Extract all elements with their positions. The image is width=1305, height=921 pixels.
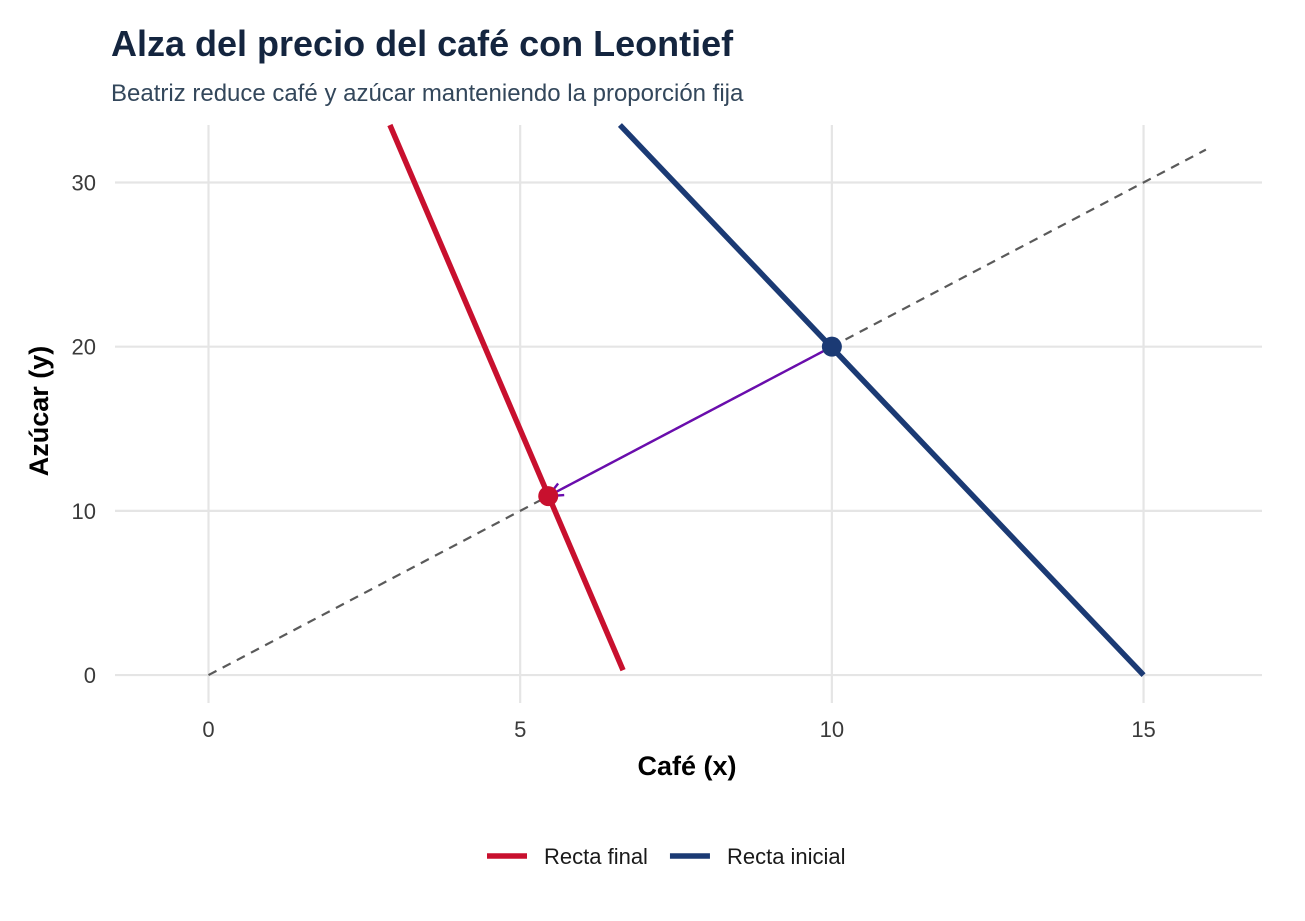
chart-title: Alza del precio del café con Leontief [111,23,734,64]
series-line-0 [387,123,626,672]
arrow-group [545,345,833,498]
x-axis-ticks: 0 5 10 15 [202,717,1155,742]
y-tick-label-0: 0 [84,663,96,688]
series-line-1 [617,123,1146,677]
y-tick-label-3: 30 [72,170,96,195]
y-axis-ticks: 0 10 20 30 [72,170,96,688]
grid [115,125,1262,703]
legend-label-0: Recta final [544,844,648,869]
x-tick-label-1: 5 [514,717,526,742]
x-tick-label-3: 15 [1131,717,1155,742]
legend: Recta final Recta inicial [487,844,846,869]
x-tick-label-0: 0 [202,717,214,742]
chart-subtitle: Beatriz reduce café y azúcar manteniendo… [111,80,744,107]
points-group [538,336,842,507]
shift-arrow-line [547,345,833,498]
legend-label-1: Recta inicial [727,844,846,869]
bundle-point-initial [821,336,842,357]
y-tick-label-2: 20 [72,335,96,360]
x-axis-title: Café (x) [637,751,736,781]
y-tick-label-1: 10 [72,499,96,524]
y-axis-title: Azúcar (y) [24,346,54,477]
series-group [387,123,1146,677]
x-tick-label-2: 10 [820,717,844,742]
bundle-point-final [538,486,559,507]
